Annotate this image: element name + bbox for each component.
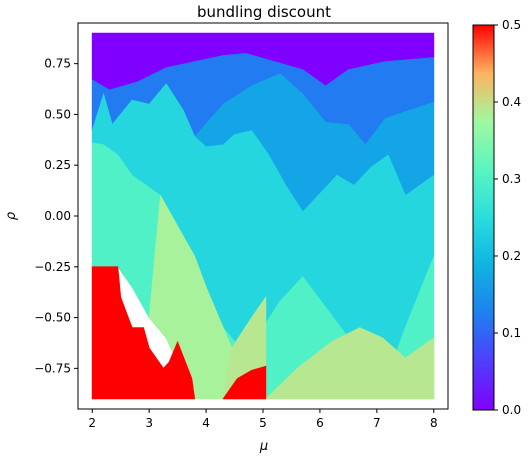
colorbar-tick-label: 0.1 xyxy=(502,326,521,340)
colorbar-tick-label: 0.2 xyxy=(502,249,521,263)
y-tick-label: 0.25 xyxy=(44,158,71,172)
heatmap-region-9 xyxy=(91,266,196,400)
x-tick-label: 2 xyxy=(88,416,96,430)
y-axis-label: ρ xyxy=(4,211,19,220)
x-tick-label: 8 xyxy=(430,416,438,430)
x-tick-label: 5 xyxy=(259,416,267,430)
y-tick-label: 0.75 xyxy=(44,57,71,71)
y-tick-label: 0.50 xyxy=(44,107,71,121)
x-axis-label: μ xyxy=(259,439,268,454)
colorbar-tick-label: 0.4 xyxy=(502,95,521,109)
x-tick-label: 3 xyxy=(145,416,153,430)
heatmap-region-10 xyxy=(222,365,267,400)
x-tick-label: 6 xyxy=(316,416,324,430)
x-axis: 2 3 4 5 6 7 8 xyxy=(88,409,438,430)
y-tick-label: −0.75 xyxy=(34,361,71,375)
colorbar xyxy=(472,24,495,411)
x-tick-label: 4 xyxy=(202,416,210,430)
colorbar-tick-label: 0.0 xyxy=(502,403,521,417)
y-tick-label: −0.25 xyxy=(34,260,71,274)
y-tick-label: −0.50 xyxy=(34,311,71,325)
y-tick-label: 0.00 xyxy=(44,209,71,223)
x-tick-label: 7 xyxy=(373,416,381,430)
colorbar-axis: 0.0 0.1 0.2 0.3 0.4 0.5 xyxy=(494,18,521,417)
chart-title: bundling discount xyxy=(197,3,331,21)
colorbar-tick-label: 0.3 xyxy=(502,172,521,186)
heatmap-region-8 xyxy=(264,327,435,400)
colorbar-tick-label: 0.5 xyxy=(502,18,521,32)
heatmap-regions xyxy=(91,32,435,400)
y-axis: −0.75 −0.50 −0.25 0.00 0.25 0.50 0.75 xyxy=(34,57,78,375)
